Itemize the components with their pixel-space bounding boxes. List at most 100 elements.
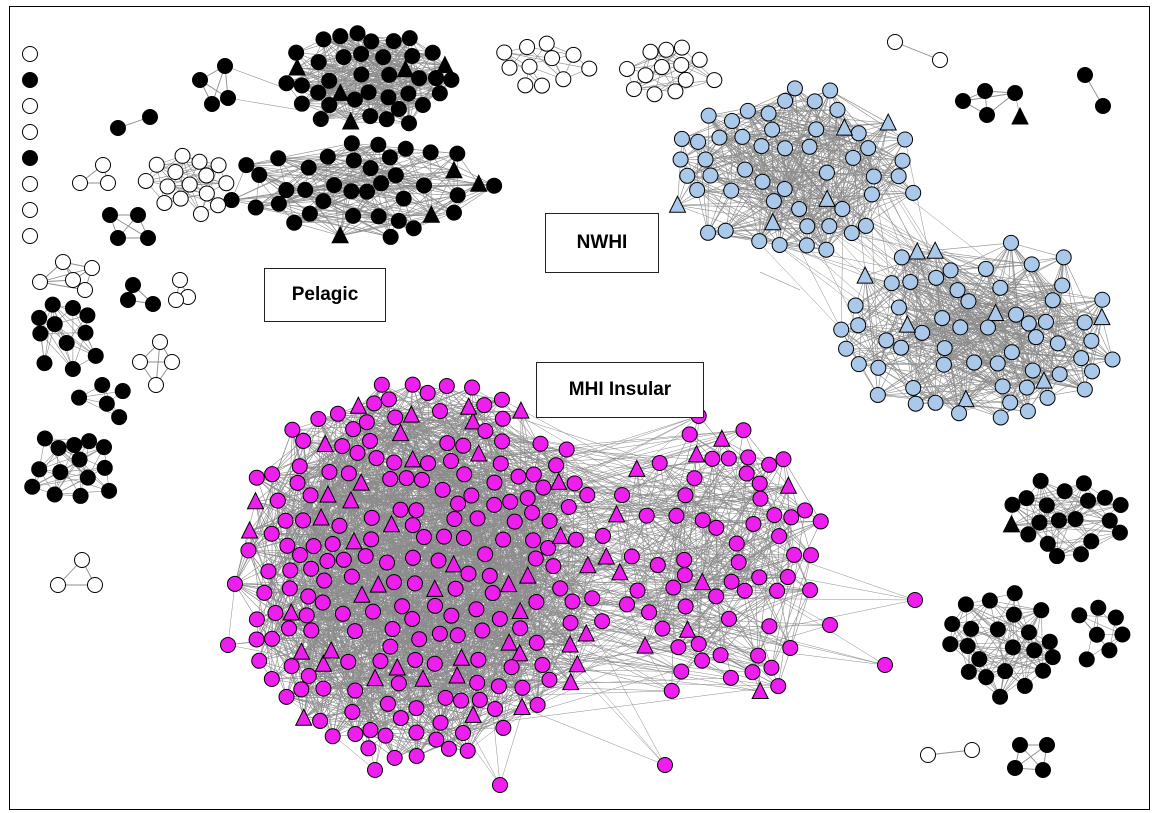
mhi-circle-node xyxy=(464,379,481,396)
white-circle-node xyxy=(181,176,198,193)
mhi-edge xyxy=(637,515,677,591)
mhi-edge xyxy=(320,446,343,519)
white-circle-node xyxy=(673,56,690,73)
mhi-edge xyxy=(566,449,686,607)
nwhi-edge xyxy=(871,194,1029,412)
mhi-circle-node xyxy=(303,560,320,577)
nwhi-circle-node xyxy=(850,317,867,334)
mhi-circle-node xyxy=(340,653,357,670)
nwhi-edge xyxy=(1080,299,1103,359)
nwhi-circle-node xyxy=(673,130,690,147)
pelagic-circle-node xyxy=(349,25,366,42)
mhi-circle-node xyxy=(269,492,286,509)
nwhi-circle-node xyxy=(1020,315,1037,332)
nwhi-circle-node xyxy=(821,218,838,235)
nwhi-circle-node xyxy=(723,113,740,130)
mhi-circle-node xyxy=(446,511,463,528)
nwhi-edge xyxy=(710,175,800,210)
mhi-circle-node xyxy=(387,409,404,426)
mhi-edge xyxy=(227,630,356,646)
pelagic-circle-node xyxy=(278,75,295,92)
mhi-circle-node xyxy=(386,749,403,766)
pelagic-edge xyxy=(278,157,354,161)
mhi-circle-node xyxy=(263,525,280,542)
pelagic-edge xyxy=(989,600,1042,611)
pelagic-circle-node xyxy=(401,30,418,47)
nwhi-edge xyxy=(771,129,1048,399)
mhi-circle-node xyxy=(770,678,787,695)
mhi-circle-node xyxy=(382,470,399,487)
pelagic-circle-node xyxy=(431,85,448,102)
nwhi-circle-node xyxy=(1027,329,1044,346)
mhi-triangle-node xyxy=(687,444,706,463)
nwhi-circle-node xyxy=(717,222,734,239)
mhi-circle-node xyxy=(453,692,470,709)
nwhi-circle-node xyxy=(934,310,951,327)
nwhi-edge xyxy=(708,115,785,190)
mhi-edge xyxy=(687,581,732,631)
nwhi-edge xyxy=(768,113,827,250)
mhi-circle-node xyxy=(495,531,512,548)
nwhi-triangle-node xyxy=(898,315,917,333)
white-circle-node xyxy=(210,197,227,214)
nwhi-edge xyxy=(725,101,816,231)
mhi-triangle-node xyxy=(240,520,259,539)
mhi-edge xyxy=(494,429,744,506)
nwhi-edge xyxy=(867,147,958,291)
mhi-edge xyxy=(783,459,812,556)
nwhi-edge xyxy=(855,305,1003,387)
mhi-circle-node xyxy=(256,584,273,601)
mhi-circle-node xyxy=(443,607,460,624)
mhi-triangle-node xyxy=(751,681,769,700)
pelagic-edge xyxy=(985,614,1015,678)
pelagic-circle-node xyxy=(390,212,407,229)
pelagic-edge xyxy=(367,191,458,196)
mhi-circle-node xyxy=(283,658,300,675)
mhi-circle-node xyxy=(771,528,788,545)
nwhi-edge xyxy=(687,175,808,227)
mhi-edge xyxy=(438,494,623,561)
mhi-circle-node xyxy=(416,529,433,546)
white-circle-node xyxy=(555,71,572,88)
pelagic-circle-node xyxy=(238,157,255,174)
nwhi-circle-node xyxy=(690,133,707,150)
nwhi-edge xyxy=(784,100,874,177)
pelagic-edge xyxy=(1040,480,1092,542)
mhi-triangle-node xyxy=(319,484,337,503)
mhi-circle-node xyxy=(736,582,753,599)
pelagic-edge xyxy=(318,61,440,94)
pelagic-circle-node xyxy=(404,48,421,65)
mhi-edge xyxy=(332,543,788,578)
mhi-circle-node xyxy=(722,669,739,686)
mhi-circle-node xyxy=(281,620,298,637)
mhi-edge xyxy=(310,500,352,569)
mhi-circle-node xyxy=(392,501,409,518)
mhi-triangle-node xyxy=(499,574,518,593)
white-circle-node xyxy=(65,272,81,288)
white-edge xyxy=(666,49,715,81)
pelagic-circle-node xyxy=(381,66,398,83)
nwhi-circle-node xyxy=(1094,291,1111,308)
mhi-circle-node xyxy=(545,558,562,575)
nwhi-circle-node xyxy=(992,409,1009,426)
mhi-triangle-node xyxy=(246,491,265,510)
pelagic-circle-node xyxy=(414,97,431,114)
nwhi-circle-node xyxy=(1018,379,1035,396)
mhi-edge xyxy=(416,685,779,733)
white-edge xyxy=(39,267,93,283)
pelagic-triangle-node xyxy=(422,205,441,223)
nwhi-edge xyxy=(710,175,785,190)
mhi-circle-node xyxy=(386,454,403,471)
mhi-circle-node xyxy=(437,689,454,706)
nwhi-edge xyxy=(829,194,873,227)
mhi-circle-node xyxy=(558,441,575,458)
mhi-triangle-node xyxy=(294,708,313,726)
mhi-triangle-node xyxy=(388,657,407,676)
mhi-triangle-node xyxy=(353,585,371,603)
white-circle-node xyxy=(95,157,111,173)
mhi-circle-node xyxy=(566,475,583,492)
white-circle-node xyxy=(172,272,188,288)
pelagic-circle-node xyxy=(1007,760,1023,776)
mhi-circle-node xyxy=(525,532,542,549)
mhi-edge xyxy=(771,554,812,668)
